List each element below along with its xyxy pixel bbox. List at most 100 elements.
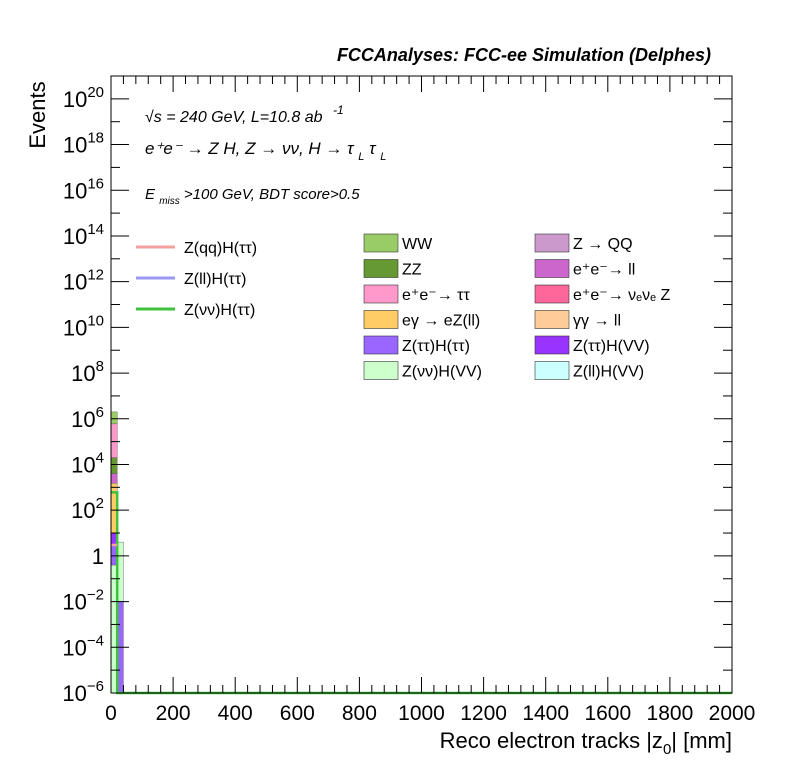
process-annotation: e⁺e⁻ → Z H, Z → νν, H → τ L τ L <box>145 139 386 164</box>
bar-bin0-seg4 <box>110 473 118 484</box>
y-tick-mantissa: 10 <box>63 87 87 112</box>
y-tick-exponent: −2 <box>87 587 104 604</box>
y-tick-exponent: 20 <box>87 84 104 101</box>
legend-bkg-swatch <box>534 259 570 278</box>
x-tick-label: 600 <box>280 702 315 725</box>
x-tick-label: 0 <box>105 702 117 725</box>
y-tick-label: 1018 <box>63 130 104 158</box>
y-tick-label: 1010 <box>63 312 104 340</box>
y-axis-label: Events <box>25 81 50 148</box>
cut-annotation: E miss >100 GeV, BDT score>0.5 <box>145 186 360 208</box>
y-tick-mantissa: 10 <box>63 270 87 295</box>
y-tick-exponent: 2 <box>96 495 104 512</box>
y-tick-exponent: 10 <box>87 312 104 329</box>
legend-bkg-swatch <box>363 361 399 380</box>
y-tick-exponent: 18 <box>87 130 104 147</box>
legend-bkg-label: ZZ <box>402 262 422 279</box>
legend-bkg-label: Z(ll)H(VV) <box>573 364 644 381</box>
y-tick-mantissa: 10 <box>71 361 95 386</box>
x-tick-label: 1000 <box>398 702 445 725</box>
y-tick-mantissa: 10 <box>63 178 87 203</box>
energy-text: √s = 240 GeV, L=10.8 ab <box>145 109 323 126</box>
legend-bkg-label: e⁺e⁻→ ττ <box>402 287 470 304</box>
x-label-subscript: 0 <box>663 741 671 758</box>
y-tick-label: 10−6 <box>62 678 104 706</box>
x-label-text: Reco electron tracks |z <box>440 728 663 753</box>
legend-bkg-label: Z(ττ)H(VV) <box>573 338 650 355</box>
y-tick-mantissa: 10 <box>71 407 95 432</box>
x-tick-label: 1600 <box>584 702 631 725</box>
y-tick-label: 1012 <box>63 267 104 295</box>
legend-bkg-label: e⁺e⁻→ νₑνₑ Z <box>573 287 670 304</box>
y-tick-label: 10−2 <box>62 587 104 615</box>
legend-bkg-label: Z → QQ <box>573 236 633 253</box>
y-tick-mantissa: 10 <box>71 452 95 477</box>
y-tick-exponent: 4 <box>96 449 104 466</box>
cut-text: >100 GeV, BDT score>0.5 <box>184 186 360 203</box>
y-tick-mantissa: 10 <box>62 635 86 660</box>
legend-bkg-swatch <box>363 284 399 304</box>
legend-bkg-swatch <box>363 310 399 329</box>
y-tick-mantissa: 10 <box>71 498 95 523</box>
legend-bkg-swatch <box>363 335 399 355</box>
legend-bkg-label: Z(ττ)H(ττ) <box>402 338 470 355</box>
legend-bkg-label: eγ → eZ(ll) <box>402 313 480 330</box>
x-label-unit: | [mm] <box>671 728 732 753</box>
legend-background: WW Z → QQ ZZ e⁺e⁻→ ll e⁺e⁻→ ττ e⁺e⁻→ νₑνₑ Z eγ… <box>363 233 670 381</box>
y-tick-label: 102 <box>71 495 104 523</box>
y-tick-exponent: 14 <box>87 221 104 238</box>
y-tick-label: 1 <box>92 544 104 569</box>
process-tau: τ <box>369 139 377 158</box>
y-tick-exponent: 8 <box>96 358 104 375</box>
y-tick-exponent: 12 <box>87 267 104 284</box>
legend-bkg-swatch <box>363 233 399 253</box>
x-tick-label: 1800 <box>647 702 694 725</box>
x-tick-label: 1200 <box>460 702 507 725</box>
bar-bin0-seg6 <box>110 423 118 458</box>
y-tick-label: 1016 <box>63 175 104 203</box>
bar-bin0-seg7 <box>110 411 118 425</box>
x-tick-label: 200 <box>156 702 191 725</box>
y-tick-mantissa: 10 <box>63 133 87 158</box>
y-tick-mantissa: 10 <box>63 315 87 340</box>
process-text: e⁺e⁻ → Z H, Z → νν, H → τ <box>145 139 355 158</box>
legend-bkg-label: Z(νν)H(VV) <box>402 364 482 381</box>
chart-title: FCCAnalyses: FCC-ee Simulation (Delphes) <box>337 45 711 65</box>
y-tick-label: 104 <box>71 449 104 477</box>
legend-bkg-swatch <box>363 259 399 278</box>
legend-bkg-label: e⁺e⁻→ ll <box>573 262 635 279</box>
energy-superscript: -1 <box>333 103 344 117</box>
cut-text-e: E <box>145 186 156 203</box>
cut-subscript: miss <box>159 196 180 207</box>
x-axis-ticks: 0 200 400 600 800 1000 1200 1400 1600 1800 2000 <box>105 76 755 725</box>
y-tick-label: 10−4 <box>62 632 104 660</box>
y-tick-mantissa: 10 <box>62 681 86 706</box>
legend-signal-label: Z(qq)H(ττ) <box>184 240 257 257</box>
x-tick-label: 2000 <box>709 702 756 725</box>
legend-bkg-swatch <box>534 284 570 304</box>
legend-bkg-swatch <box>534 233 570 253</box>
process-subscript-2: L <box>380 151 386 163</box>
y-tick-mantissa: 10 <box>63 224 87 249</box>
energy-annotation: √s = 240 GeV, L=10.8 ab -1 <box>145 103 344 126</box>
y-tick-exponent: 16 <box>87 175 104 192</box>
x-tick-label: 400 <box>218 702 253 725</box>
legend-bkg-label: WW <box>402 236 433 253</box>
legend-bkg-swatch <box>534 361 570 380</box>
y-tick-exponent: −6 <box>87 678 104 695</box>
x-axis-label: Reco electron tracks |z0| [mm] <box>440 728 732 758</box>
x-tick-label: 1400 <box>522 702 569 725</box>
legend-bkg-swatch <box>534 310 570 329</box>
y-tick-label: 106 <box>71 404 104 432</box>
legend-bkg-swatch <box>534 335 570 355</box>
y-tick-label: 108 <box>71 358 104 386</box>
legend-signal: Z(qq)H(ττ) Z(ll)H(ττ) Z(νν)H(ττ) <box>136 240 257 319</box>
y-tick-exponent: 6 <box>96 404 104 421</box>
process-subscript-1: L <box>358 151 364 163</box>
y-tick-exponent: −4 <box>87 632 104 649</box>
bar-bin0-seg5 <box>110 457 118 474</box>
legend-signal-label: Z(ll)H(ττ) <box>184 271 246 288</box>
y-axis-ticks: 10−610−410−21102104106108101010121014101… <box>62 75 732 706</box>
